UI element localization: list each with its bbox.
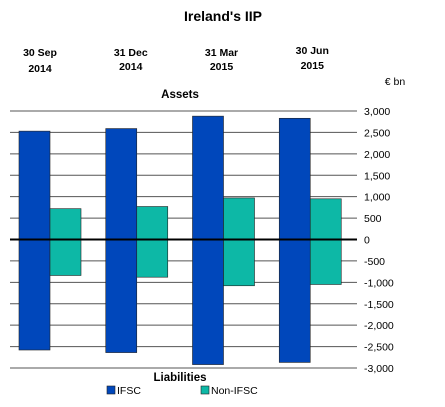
y-tick-label: 3,000 xyxy=(364,106,390,118)
period-labels: 30 Sep 2014 31 Dec 2014 31 Mar 2015 30 Jun 2015 xyxy=(23,45,329,75)
legend-swatch-non-ifsc xyxy=(200,385,210,395)
bar-non-ifsc-assets-1 xyxy=(136,206,169,240)
y-tick-label: -2,500 xyxy=(364,342,394,354)
y-tick-label: 1,500 xyxy=(364,170,390,182)
y-tick-label: -2,000 xyxy=(364,320,394,332)
period-label: 30 Sep xyxy=(23,47,57,59)
bar-non-ifsc-liabilities-1 xyxy=(136,239,169,278)
bars xyxy=(18,115,342,365)
bar-non-ifsc-assets-2 xyxy=(223,197,255,240)
y-tick-label: -500 xyxy=(364,256,385,268)
bar-ifsc-assets-3 xyxy=(278,117,311,240)
period-label: 2014 xyxy=(28,63,52,75)
bar-ifsc-liabilities-0 xyxy=(18,239,51,351)
period-label: 2015 xyxy=(301,60,325,72)
bar-non-ifsc-assets-0 xyxy=(49,208,82,240)
bar-ifsc-liabilities-2 xyxy=(192,239,224,365)
y-tick-label: 500 xyxy=(364,213,382,225)
legend-label-non-ifsc: Non-IFSC xyxy=(211,385,258,397)
bar-non-ifsc-liabilities-3 xyxy=(309,239,342,285)
y-tick-label: -3,000 xyxy=(364,363,394,375)
legend: IFSC Non-IFSC xyxy=(106,385,258,397)
y-axis-ticks: 3,000 2,500 2,000 1,500 1,000 500 0 -500 -1,000 -… xyxy=(364,106,394,375)
legend-label-ifsc: IFSC xyxy=(117,385,141,397)
bar-ifsc-liabilities-1 xyxy=(105,239,138,353)
bar-non-ifsc-liabilities-0 xyxy=(49,239,82,276)
liabilities-label: Liabilities xyxy=(153,372,206,384)
chart-title: Ireland's IIP xyxy=(184,8,262,24)
legend-swatch-ifsc xyxy=(106,385,116,395)
bar-non-ifsc-liabilities-2 xyxy=(223,239,255,287)
y-tick-label: 2,000 xyxy=(364,149,390,161)
y-tick-label: -1,500 xyxy=(364,299,394,311)
unit-label: € bn xyxy=(385,76,406,88)
period-label: 30 Jun xyxy=(296,45,329,57)
bar-ifsc-assets-0 xyxy=(18,130,51,240)
y-tick-label: 2,500 xyxy=(364,127,390,139)
y-tick-label: 0 xyxy=(364,235,370,247)
assets-label: Assets xyxy=(161,89,199,101)
y-tick-label: -1,000 xyxy=(364,277,394,289)
bar-ifsc-liabilities-3 xyxy=(278,239,311,363)
bar-non-ifsc-assets-3 xyxy=(309,198,342,240)
period-label: 2014 xyxy=(119,61,143,73)
bar-ifsc-assets-1 xyxy=(105,128,138,240)
y-tick-label: 1,000 xyxy=(364,192,390,204)
bar-ifsc-assets-2 xyxy=(192,115,224,240)
period-label: 31 Dec xyxy=(114,47,148,59)
period-label: 31 Mar xyxy=(205,47,238,59)
period-label: 2015 xyxy=(210,61,234,73)
